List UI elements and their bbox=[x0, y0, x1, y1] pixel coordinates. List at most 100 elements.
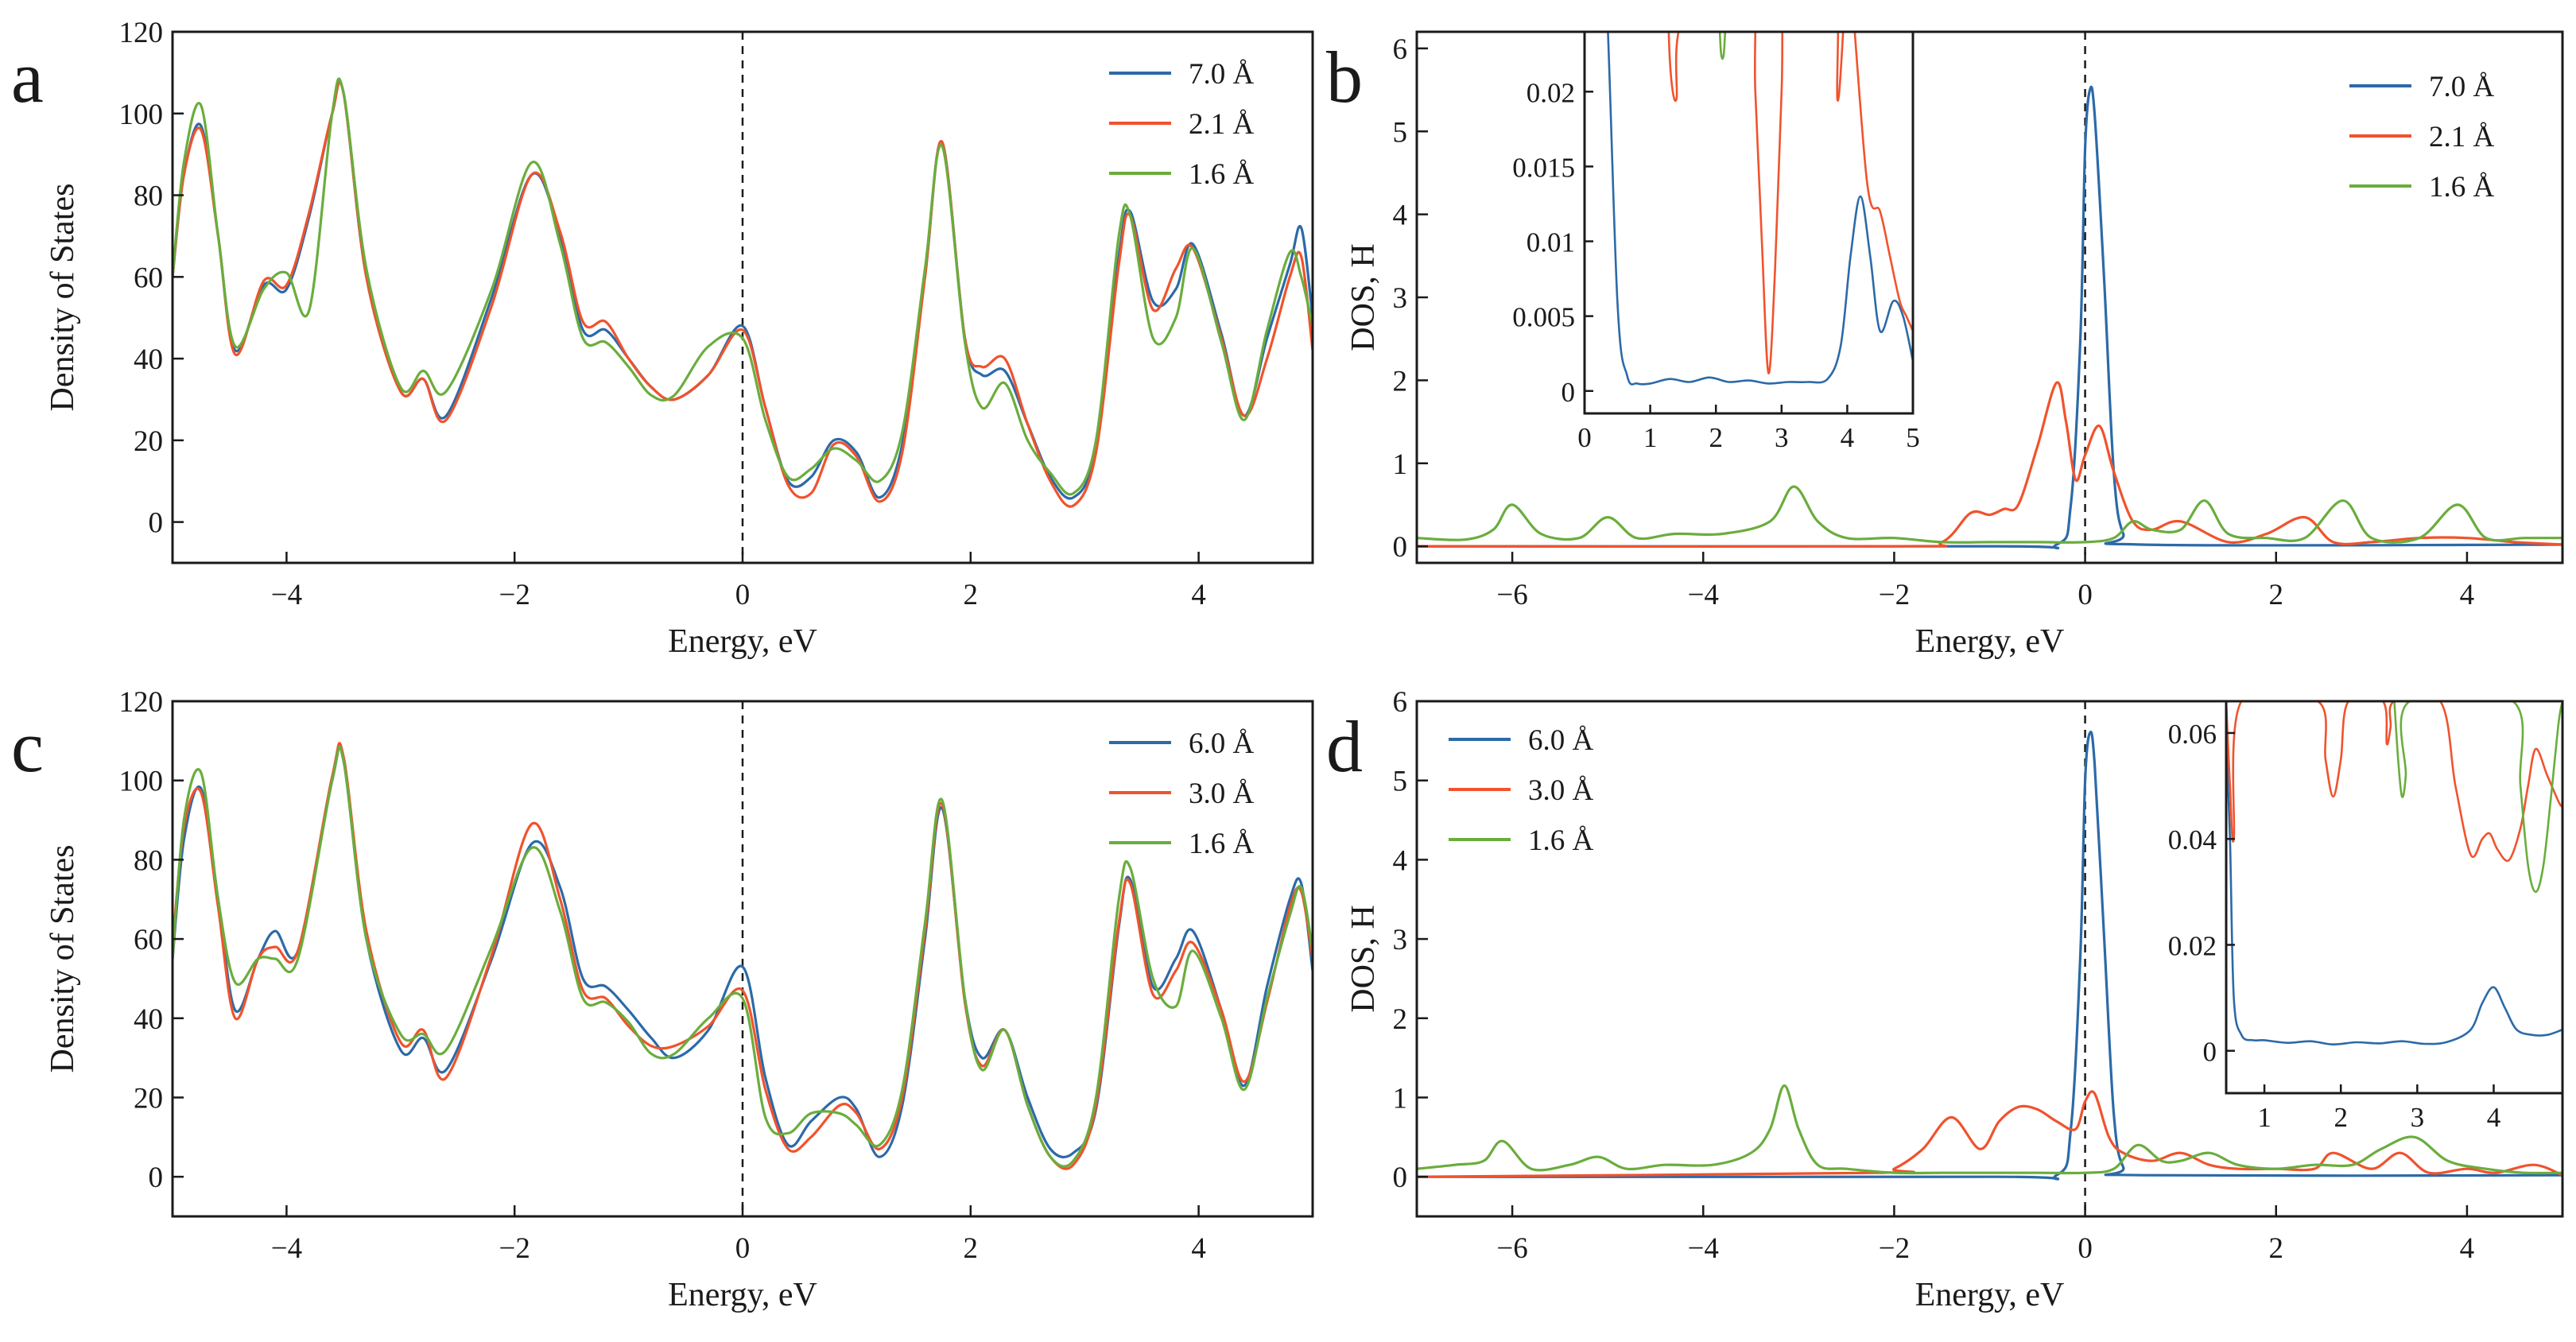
panel-b-inset-series-line-3 bbox=[1718, 32, 1727, 60]
panel-label-c: c bbox=[11, 706, 44, 787]
panel-b-inset: 0 1 2 3 4 5 0 0.005 0.01 0.015 0.02 bbox=[1512, 30, 1920, 453]
panel-a-y-tick-label: 80 bbox=[134, 180, 163, 213]
panel-c-legend: 6.0 Å 3.0 Å 1.6 Å bbox=[1109, 727, 1255, 860]
panel-b-y-tick-label: 5 bbox=[1393, 116, 1408, 149]
panel-d-y-tick-label: 3 bbox=[1393, 924, 1408, 956]
panel-c-y-tick-label: 60 bbox=[134, 924, 163, 956]
panel-b-x-tick-label: −4 bbox=[1688, 579, 1719, 611]
panel-a-x-tick-label: 2 bbox=[964, 579, 979, 611]
panel-b-inset-y-tick-label: 0.01 bbox=[1527, 227, 1575, 258]
panel-a-legend-label: 1.6 Å bbox=[1189, 158, 1255, 191]
panel-d-inset-series-line-1 bbox=[2226, 732, 2562, 1046]
panel-d-inset-x-tick-label: 3 bbox=[2411, 1102, 2425, 1133]
panel-c-legend-label: 3.0 Å bbox=[1189, 778, 1255, 810]
panel-d-series-line-1 bbox=[1417, 731, 2562, 1181]
panel-c-x-tick-label: 2 bbox=[964, 1232, 979, 1265]
panel-a-x-tick-label: −2 bbox=[499, 579, 530, 611]
panel-c-x-tick-label: −4 bbox=[271, 1232, 302, 1265]
panel-d-y-tick-label: 6 bbox=[1393, 686, 1408, 719]
panel-b-inset-x-tick-label: 3 bbox=[1775, 422, 1789, 453]
panel-b-legend: 7.0 Å 2.1 Å 1.6 Å bbox=[2349, 71, 2495, 204]
panel-a-y-tick-label: 40 bbox=[134, 343, 163, 376]
panel-a-x-tick-label: −4 bbox=[271, 579, 302, 611]
panel-b-y-tick-label: 0 bbox=[1393, 531, 1408, 564]
panel-d-y-tick-label: 4 bbox=[1393, 844, 1408, 877]
panel-d-x-axis-label: Energy, eV bbox=[1915, 1277, 2065, 1313]
panel-c-legend-label: 6.0 Å bbox=[1189, 727, 1255, 760]
panel-b-x-tick-label: 2 bbox=[2269, 579, 2284, 611]
panel-d-x-tick-label: −2 bbox=[1879, 1232, 1910, 1265]
panel-d-x-tick-label: 2 bbox=[2269, 1232, 2284, 1265]
panel-d-legend: 6.0 Å 3.0 Å 1.6 Å bbox=[1449, 724, 1594, 857]
panel-b-inset-series-group bbox=[1607, 32, 1913, 386]
panel-d-x-tick-label: −6 bbox=[1496, 1232, 1527, 1265]
panel-d-x-tick-label: −4 bbox=[1688, 1232, 1719, 1265]
panel-a-x-tick-label: 0 bbox=[735, 579, 751, 611]
panel-label-d: d bbox=[1326, 706, 1363, 787]
panel-b-inset-y-tick-label: 0.02 bbox=[1527, 77, 1575, 108]
panel-a-series-group bbox=[173, 77, 1313, 508]
panel-b-inset-series-line-1 bbox=[1607, 32, 1913, 386]
panel-b-inset-x-tick-label: 0 bbox=[1577, 422, 1592, 453]
panel-b: b −6 −4 −2 0 2 4 0 1 2 3 4 5 6 Energy, eV DOS, H 7.0 Å 2… bbox=[1326, 30, 2564, 660]
panel-d-series-line-3 bbox=[1417, 1084, 2562, 1175]
panel-b-x-tick-label: −6 bbox=[1496, 579, 1527, 611]
panel-a-legend-label: 7.0 Å bbox=[1189, 58, 1255, 91]
panel-d: d −6 −4 −2 0 2 4 0 1 2 3 4 5 6 Energy, eV DOS, H 6.0 Å 3… bbox=[1326, 686, 2564, 1313]
panel-a-y-tick-label: 60 bbox=[134, 262, 163, 294]
panel-b-x-axis-label: Energy, eV bbox=[1915, 623, 2065, 660]
panel-d-inset-frame bbox=[2225, 700, 2564, 1095]
panel-b-series-group bbox=[1417, 85, 2562, 550]
panel-a-y-axis-label: Density of States bbox=[45, 184, 81, 412]
panel-b-inset-x-tick-label: 2 bbox=[1709, 422, 1723, 453]
panel-b-inset-x-tick-label: 5 bbox=[1906, 422, 1920, 453]
panel-b-x-tick-label: 4 bbox=[2460, 579, 2475, 611]
panel-d-legend-label: 6.0 Å bbox=[1528, 724, 1594, 757]
panel-b-legend-label: 1.6 Å bbox=[2429, 171, 2495, 204]
panel-a-x-axis-label: Energy, eV bbox=[668, 623, 817, 660]
panel-d-series-group bbox=[1417, 731, 2562, 1181]
panel-d-inset-x-tick-label: 2 bbox=[2334, 1102, 2348, 1133]
panel-b-inset-background bbox=[1585, 32, 1913, 413]
panel-b-inset-series-line-2 bbox=[1667, 32, 1913, 374]
panel-b-y-tick-label: 6 bbox=[1393, 33, 1408, 66]
panel-d-y-axis-label: DOS, H bbox=[1345, 905, 1382, 1012]
panel-a-y-tick-label: 100 bbox=[119, 99, 164, 131]
panel-d-inset-y-tick-label: 0.06 bbox=[2168, 719, 2217, 750]
panel-a-series-line-3 bbox=[173, 77, 1313, 496]
panel-b-inset-y-tick-label: 0 bbox=[1562, 377, 1576, 408]
panel-d-y-tick-label: 5 bbox=[1393, 766, 1408, 798]
panel-b-x-tick-label: −2 bbox=[1879, 579, 1910, 611]
panel-label-b: b bbox=[1326, 37, 1363, 118]
panel-d-inset-y-tick-label: 0.02 bbox=[2168, 930, 2217, 961]
panel-b-series-line-3 bbox=[1417, 485, 2562, 544]
panel-b-y-tick-label: 4 bbox=[1393, 200, 1408, 232]
panel-d-inset: 1 2 3 4 0 0.02 0.04 0.06 bbox=[2168, 700, 2564, 1133]
panel-c-y-tick-label: 20 bbox=[134, 1082, 163, 1115]
panel-d-x-tick-label: 4 bbox=[2460, 1232, 2475, 1265]
panel-b-inset-y-tick-label: 0.015 bbox=[1512, 152, 1575, 183]
panel-d-inset-x-tick-label: 1 bbox=[2257, 1102, 2271, 1133]
panel-d-y-tick-label: 0 bbox=[1393, 1162, 1408, 1194]
panel-d-y-tick-label: 2 bbox=[1393, 1003, 1408, 1036]
panel-d-inset-y-tick-label: 0 bbox=[2203, 1037, 2217, 1068]
panel-d-y-tick-label: 1 bbox=[1393, 1082, 1408, 1115]
panel-b-inset-y-tick-label: 0.005 bbox=[1512, 302, 1575, 333]
panel-c-y-tick-label: 120 bbox=[119, 686, 164, 719]
panel-c-series-group bbox=[173, 742, 1313, 1170]
panel-d-legend-label: 1.6 Å bbox=[1528, 824, 1594, 857]
panel-d-legend-label: 3.0 Å bbox=[1528, 774, 1594, 807]
panel-d-inset-x-tick-label: 4 bbox=[2487, 1102, 2501, 1133]
panel-d-inset-series-line-3 bbox=[2393, 701, 2562, 894]
panel-b-series-line-1 bbox=[1417, 85, 2562, 550]
panel-b-x-tick-label: 0 bbox=[2077, 579, 2093, 611]
panel-c-y-tick-label: 80 bbox=[134, 844, 163, 877]
panel-b-y-tick-label: 1 bbox=[1393, 448, 1408, 481]
panel-d-x-tick-label: 0 bbox=[2077, 1232, 2093, 1265]
panel-b-series-line-2 bbox=[1417, 381, 2562, 549]
panel-c-y-tick-label: 0 bbox=[149, 1162, 164, 1194]
panel-d-inset-background bbox=[2226, 701, 2562, 1093]
